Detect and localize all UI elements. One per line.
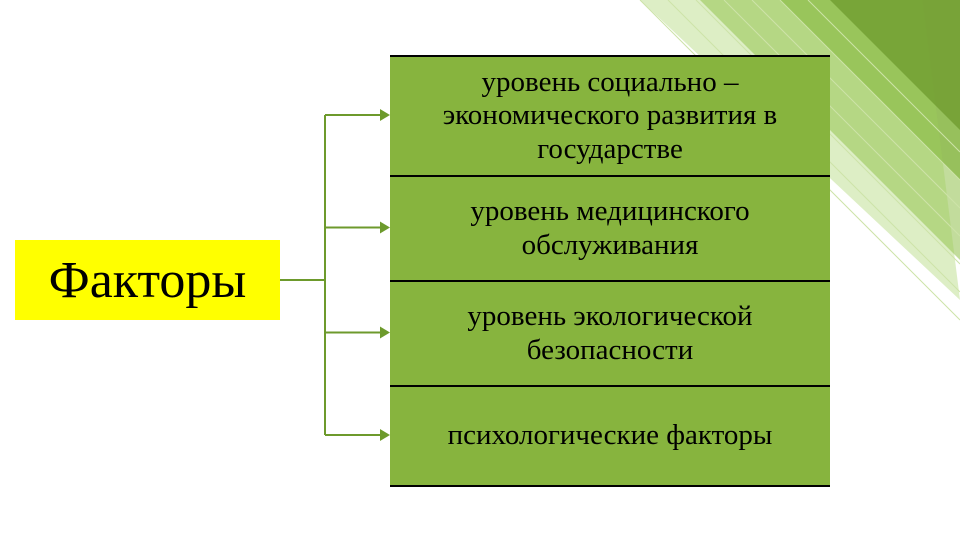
source-label: Факторы (49, 251, 247, 310)
target-label: уровень медицинского обслуживания (418, 195, 802, 262)
targets-column: уровень социально – экономического разви… (390, 55, 830, 487)
source-node: Факторы (15, 240, 280, 320)
target-node: психологические факторы (390, 387, 830, 487)
target-label: уровень экологической безопасности (418, 300, 802, 367)
target-label: уровень социально – экономического разви… (418, 66, 802, 166)
target-label: психологические факторы (448, 419, 773, 452)
target-node: уровень экологической безопасности (390, 282, 830, 387)
target-node: уровень медицинского обслуживания (390, 177, 830, 282)
target-node: уровень социально – экономического разви… (390, 57, 830, 177)
